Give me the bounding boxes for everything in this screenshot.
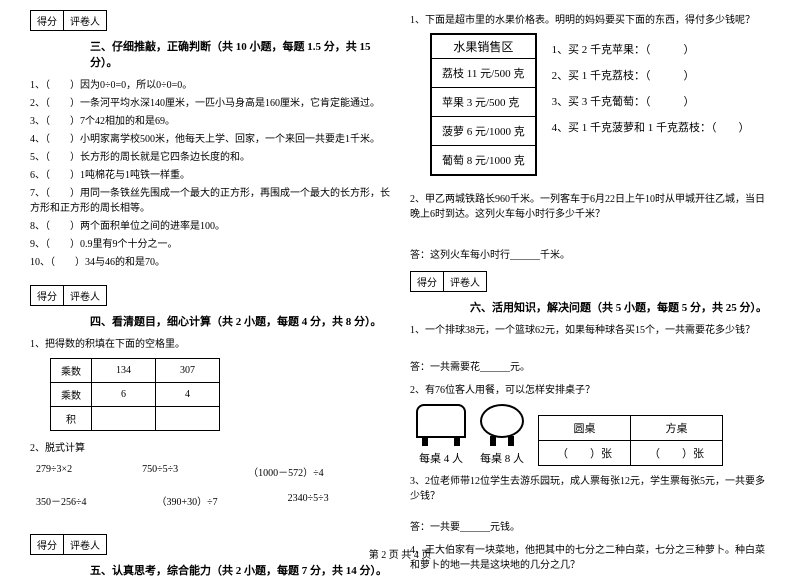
calc-r3-c1 — [92, 407, 156, 431]
calc-r2-c2: 4 — [156, 383, 220, 407]
eq1b: 750÷5÷3 — [142, 464, 178, 479]
s4-q2: 2、脱式计算 — [30, 441, 390, 456]
round-desk-icon — [480, 404, 524, 438]
s3-q10: 10、（ ）34与46的和是70。 — [30, 255, 390, 270]
calc-r3-c2 — [156, 407, 220, 431]
eq-row-1: 279÷3×2 750÷5÷3 （1000－572）÷4 — [36, 464, 390, 479]
fruit-r1: 荔枝 11 元/500 克 — [432, 59, 535, 88]
s6-ans1: 答：一共需要花______元。 — [410, 358, 770, 373]
s4-q1: 1、把得数的积填在下面的空格里。 — [30, 337, 390, 352]
grader-label: 评卷人 — [64, 286, 106, 305]
s5-q1: 1、下面是超市里的水果价格表。明明的妈妈要买下面的东西，得付多少钱呢？ — [410, 13, 770, 28]
s6-q1: 1、一个排球38元，一个篮球62元，如果每种球各买15个，一共需要花多少钱？ — [410, 323, 770, 338]
score-label: 得分 — [31, 286, 64, 305]
fruit-price-table: 水果销售区 荔枝 11 元/500 克 苹果 3 元/500 克 菠萝 6 元/… — [430, 33, 537, 176]
fruit-header: 水果销售区 — [432, 35, 535, 59]
page-footer: 第 2 页 共 4 页 — [0, 546, 800, 561]
eq1a: 279÷3×2 — [36, 464, 72, 479]
eq2a: 350－256÷4 — [36, 493, 87, 508]
section5-title: 五、认真思考，综合能力（共 2 小题，每题 7 分，共 14 分）。 — [90, 562, 390, 578]
fruit-block: 水果销售区 荔枝 11 元/500 克 苹果 3 元/500 克 菠萝 6 元/… — [410, 31, 770, 184]
dt-h2: 方桌 — [631, 416, 723, 441]
s3-q7: 7、（ ）用同一条铁丝先围成一个最大的正方形，再围成一个最大的长方形，长方形和正… — [30, 186, 390, 216]
score-label: 得分 — [411, 272, 444, 291]
eq-row-2: 350－256÷4 （390+30）÷7 2340÷5÷3 — [36, 493, 390, 508]
section4-title: 四、看清题目，细心计算（共 2 小题，每题 4 分，共 8 分）。 — [90, 313, 390, 329]
dt-h1: 圆桌 — [539, 416, 631, 441]
s3-q6: 6、（ ）1吨棉花与1吨铁一样重。 — [30, 168, 390, 183]
section6-title: 六、活用知识，解决问题（共 5 小题，每题 5 分，共 25 分）。 — [470, 299, 770, 315]
fruit-r4: 葡萄 8 元/1000 克 — [432, 146, 535, 174]
s5-q2: 2、甲乙两城铁路长960千米。一列客车于6月22日上午10时从甲城开往乙城，当日… — [410, 192, 770, 222]
left-column: 得分 评卷人 三、仔细推敲，正确判断（共 10 小题，每题 1.5 分，共 15… — [30, 10, 390, 540]
calc-r1-c2: 307 — [156, 359, 220, 383]
s3-q4: 4、（ ）小明家离学校500米，他每天上学、回家，一个来回一共要走1千米。 — [30, 132, 390, 147]
s3-q9: 9、（ ）0.9里有9个十分之一。 — [30, 237, 390, 252]
calc-r2-lbl: 乘数 — [51, 383, 92, 407]
fruit-r3: 菠萝 6 元/1000 克 — [432, 117, 535, 146]
calc-r1-lbl: 乘数 — [51, 359, 92, 383]
section3-title: 三、仔细推敲，正确判断（共 10 小题，每题 1.5 分，共 15 分）。 — [90, 38, 390, 70]
score-label: 得分 — [31, 11, 64, 30]
desk-square-wrap: 每桌 4 人 — [416, 404, 466, 466]
fruit-r2: 苹果 3 元/500 克 — [432, 88, 535, 117]
calc-table: 乘数 134 307 乘数 6 4 积 — [50, 358, 220, 431]
s3-q8: 8、（ ）两个面积单位之间的进率是100。 — [30, 219, 390, 234]
right-column: 1、下面是超市里的水果价格表。明明的妈妈要买下面的东西，得付多少钱呢？ 水果销售… — [410, 10, 770, 540]
s3-q3: 3、（ ）7个42相加的和是69。 — [30, 114, 390, 129]
s3-q2: 2、（ ）一条河平均水深140厘米，一匹小马身高是160厘米，它肯定能通过。 — [30, 96, 390, 111]
s3-q5: 5、（ ）长方形的周长就是它四条边长度的和。 — [30, 150, 390, 165]
desk-round-wrap: 每桌 8 人 — [480, 404, 524, 466]
dt-r2: （ ）张 — [631, 441, 723, 466]
eq2c: 2340÷5÷3 — [288, 493, 329, 508]
page-container: 得分 评卷人 三、仔细推敲，正确判断（共 10 小题，每题 1.5 分，共 15… — [0, 0, 800, 540]
desk-row: 每桌 4 人 每桌 8 人 圆桌 方桌 （ ）张 （ ）张 — [416, 404, 770, 466]
desk-count-table: 圆桌 方桌 （ ）张 （ ）张 — [538, 415, 723, 466]
desk-rnd-label: 每桌 8 人 — [480, 450, 524, 466]
buy3: 3、买 3 千克葡萄：（ ） — [552, 93, 750, 109]
score-box-s4: 得分 评卷人 — [30, 285, 107, 306]
eq2b: （390+30）÷7 — [157, 493, 218, 508]
calc-r1-c1: 134 — [92, 359, 156, 383]
buy2: 2、买 1 千克荔枝：（ ） — [552, 67, 750, 83]
grader-label: 评卷人 — [64, 11, 106, 30]
calc-r2-c1: 6 — [92, 383, 156, 407]
s5-ans2: 答：这列火车每小时行______千米。 — [410, 246, 770, 261]
buy4: 4、买 1 千克菠萝和 1 千克荔枝：（ ） — [552, 119, 750, 135]
score-box-s3: 得分 评卷人 — [30, 10, 107, 31]
s6-q3: 3、2位老师带12位学生去游乐园玩，成人票每张12元，学生票每张5元，一共要多少… — [410, 474, 770, 504]
buy1: 1、买 2 千克苹果：（ ） — [552, 41, 750, 57]
s3-q1: 1、（ ）因为0÷0=0，所以0÷0=0。 — [30, 78, 390, 93]
fruit-buy-list: 1、买 2 千克苹果：（ ） 2、买 1 千克荔枝：（ ） 3、买 3 千克葡萄… — [552, 31, 750, 145]
grader-label: 评卷人 — [444, 272, 486, 291]
eq1c: （1000－572）÷4 — [248, 464, 324, 479]
s6-ans3: 答：一共要______元钱。 — [410, 518, 770, 533]
dt-r1: （ ）张 — [539, 441, 631, 466]
desk-sq-label: 每桌 4 人 — [416, 450, 466, 466]
score-box-s6: 得分 评卷人 — [410, 271, 487, 292]
square-desk-icon — [416, 404, 466, 438]
calc-r3-lbl: 积 — [51, 407, 92, 431]
s6-q2: 2、有76位客人用餐，可以怎样安排桌子？ — [410, 383, 770, 398]
